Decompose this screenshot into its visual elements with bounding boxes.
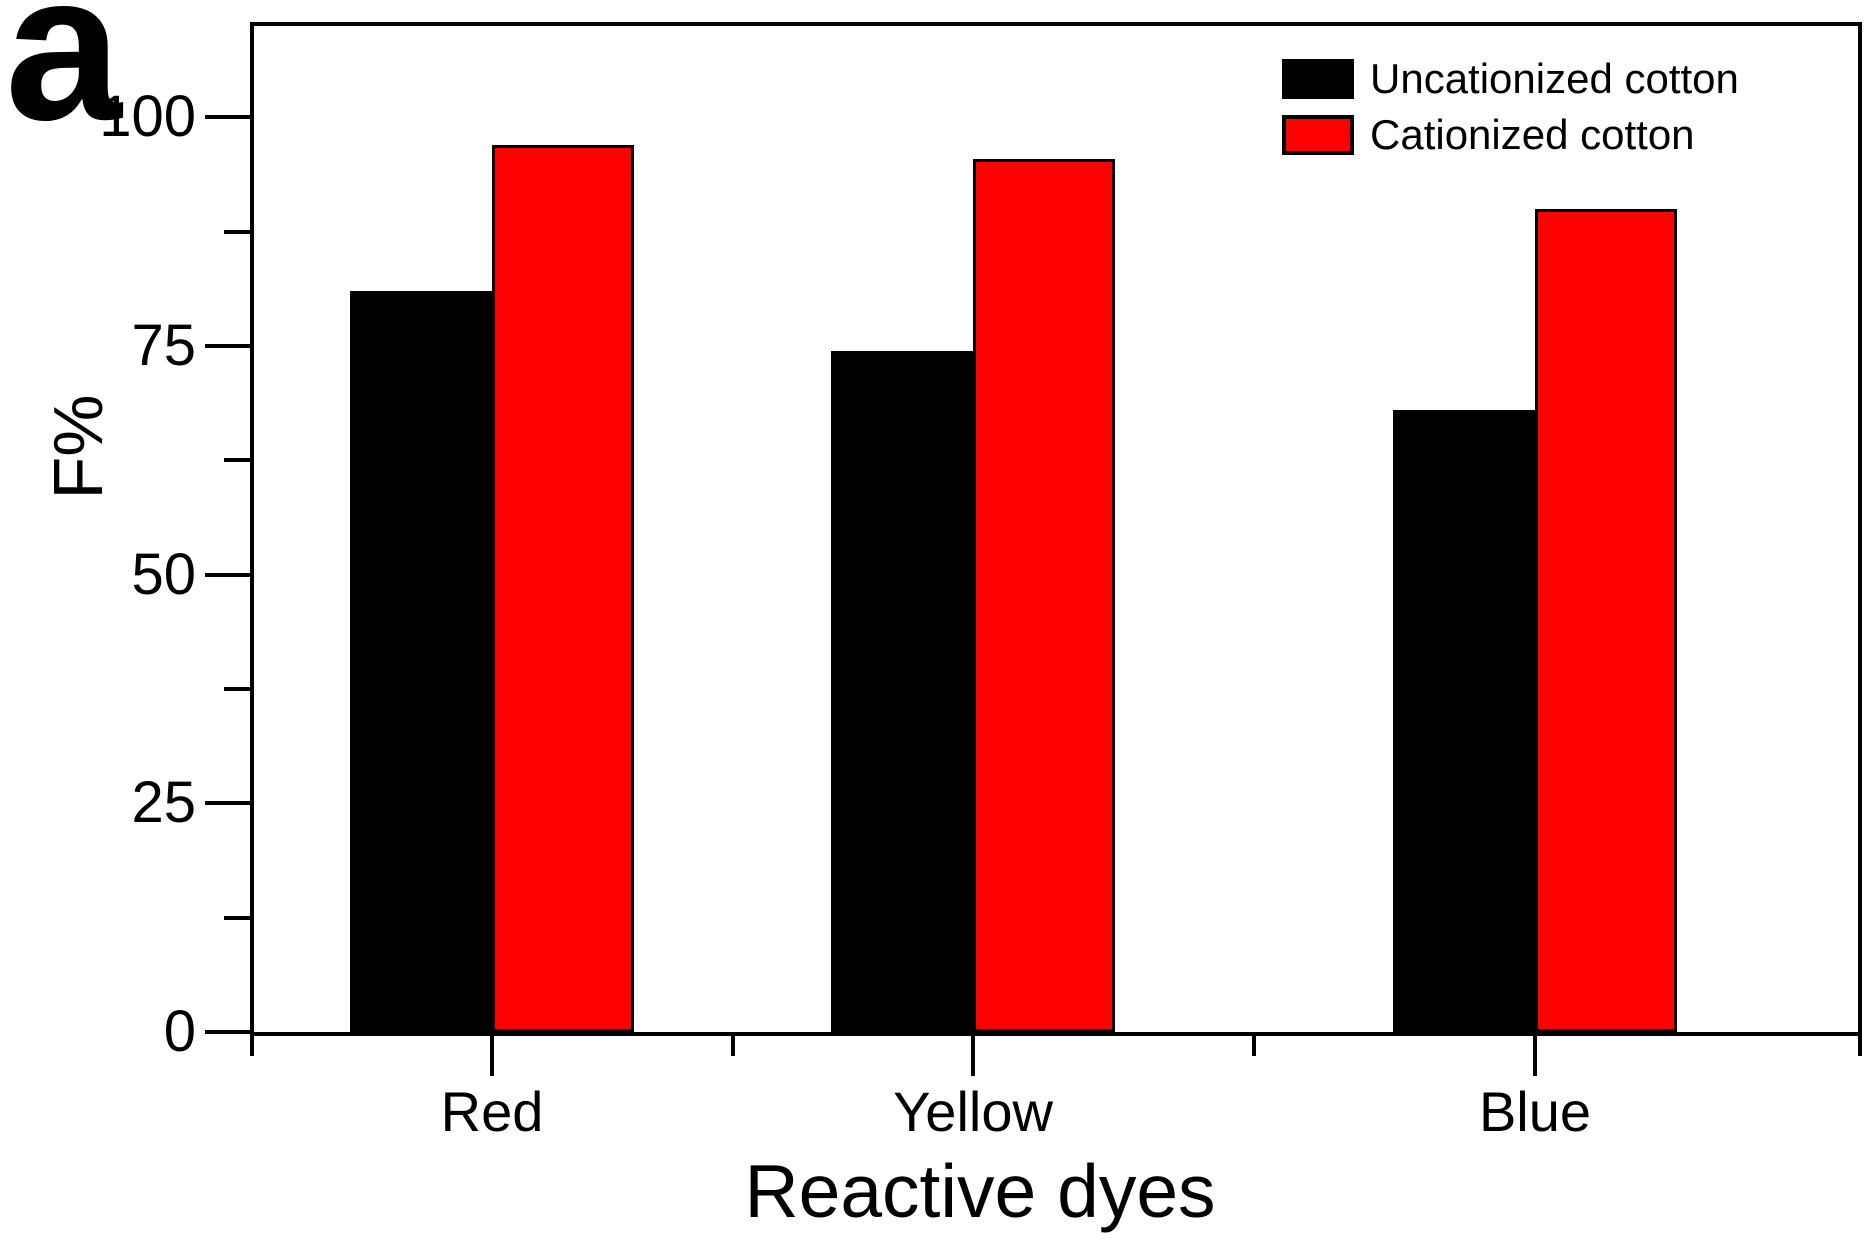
bar-cationized-cotton-blue [1535,208,1677,1032]
x-tick-label: Red [440,1080,544,1143]
bar-uncationized-cotton-blue [1393,410,1535,1032]
y-tick-label: 100 [99,84,196,150]
x-minor-tick [730,1032,735,1056]
x-edge-tick [250,1032,254,1056]
y-major-tick [205,801,250,806]
y-major-tick [205,1030,250,1034]
y-minor-tick [224,458,250,463]
x-tick-label: Yellow [893,1080,1053,1143]
y-major-tick [205,572,250,577]
y-tick-label: 0 [163,999,196,1064]
legend-label: Uncationized cotton [1370,55,1739,102]
x-minor-tick [1252,1032,1256,1056]
x-major-tick [1533,1032,1537,1076]
y-tick-label: 75 [131,313,196,379]
bar-cationized-cotton-red [492,144,634,1032]
panel-label: a [5,0,122,164]
y-major-tick [205,115,250,120]
y-tick-label: 50 [131,541,196,607]
x-edge-tick [1858,1032,1862,1056]
y-tick-label: 25 [131,770,196,836]
y-major-tick [205,344,250,349]
x-tick-label: Blue [1478,1080,1592,1143]
legend-swatch-uncationized-cotton [1282,59,1354,99]
y-axis-title: F% [39,394,117,500]
legend-row: Cationized cotton [1282,112,1739,158]
legend-label: Cationized cotton [1370,111,1695,158]
legend: Uncationized cotton Cationized cotton [1282,56,1739,158]
x-major-tick [490,1032,494,1076]
y-minor-tick [224,229,250,234]
y-minor-tick [224,915,250,920]
bar-cationized-cotton-yellow [973,158,1115,1032]
x-axis-title: Reactive dyes [744,1149,1216,1233]
bar-uncationized-cotton-red [350,291,492,1032]
x-major-tick [971,1032,975,1076]
y-minor-tick [224,687,250,692]
legend-row: Uncationized cotton [1282,56,1739,102]
plot-area: 0 25 50 75 100 Red Yellow Blue Uncationized cot… [99,22,1862,1140]
legend-swatch-cationized-cotton [1282,115,1354,155]
bar-uncationized-cotton-yellow [831,350,973,1032]
